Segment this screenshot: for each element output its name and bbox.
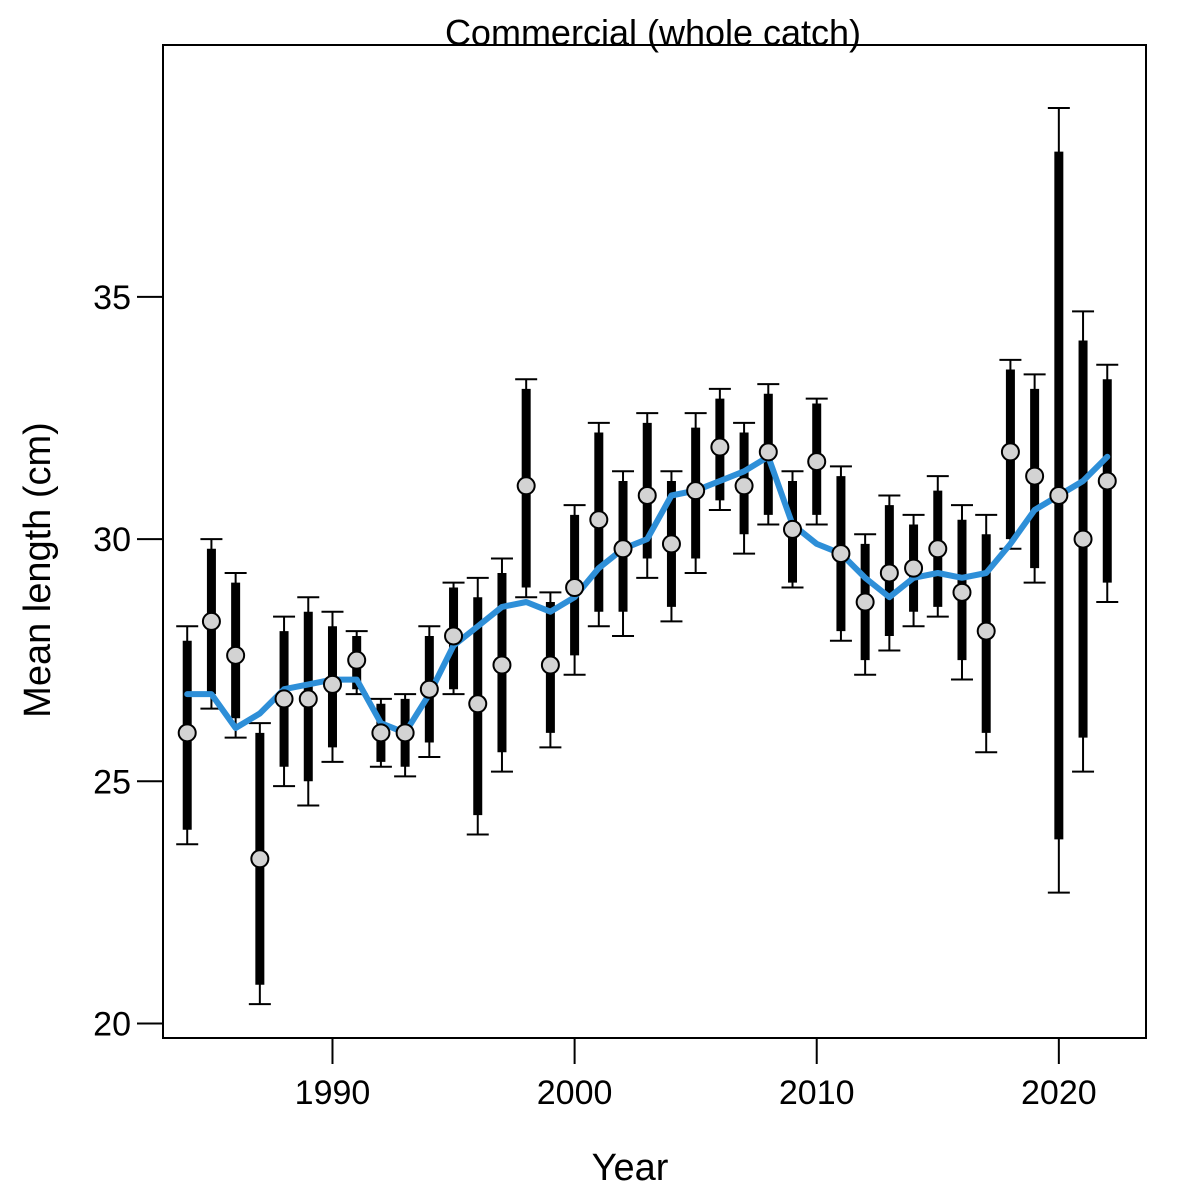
data-point-1995 [444, 626, 464, 646]
y-tick-label-25: 25 [93, 763, 131, 801]
data-point-1988 [274, 689, 294, 709]
data-point-1997 [492, 655, 512, 675]
data-point-2008 [758, 442, 778, 462]
data-point-2012 [855, 592, 875, 612]
data-point-2016 [952, 582, 972, 602]
data-point-2014 [904, 558, 924, 578]
data-point-1999 [540, 655, 560, 675]
y-axis-title: Mean length (cm) [17, 422, 59, 718]
data-point-2006 [710, 437, 730, 457]
x-tick-label-2000: 2000 [537, 1074, 613, 1112]
y-tick-label-30: 30 [93, 521, 131, 559]
data-point-2011 [831, 544, 851, 564]
x-axis: 1990 2000 2010 2020 [295, 1038, 1097, 1112]
x-tick-label-2010: 2010 [779, 1074, 855, 1112]
chart-title: Commercial (whole catch) [445, 12, 861, 53]
x-tick-label-2020: 2020 [1021, 1074, 1097, 1112]
data-point-2007 [734, 476, 754, 496]
x-tick-label-1990: 1990 [295, 1074, 371, 1112]
data-point-2015 [928, 539, 948, 559]
data-point-2013 [879, 563, 899, 583]
y-axis: 20 25 30 35 [93, 279, 163, 1043]
y-tick-label-35: 35 [93, 279, 131, 317]
plot-frame [162, 44, 1147, 1039]
data-point-1992 [371, 723, 391, 743]
data-point-1990 [322, 674, 342, 694]
data-point-2022 [1097, 471, 1117, 491]
data-point-1985 [201, 611, 221, 631]
data-point-2003 [637, 485, 657, 505]
data-point-2021 [1073, 529, 1093, 549]
data-point-1984 [177, 723, 197, 743]
data-point-2017 [976, 621, 996, 641]
y-tick-label-20: 20 [93, 1005, 131, 1043]
data-point-2020 [1049, 485, 1069, 505]
data-point-1987 [250, 849, 270, 869]
data-point-1993 [395, 723, 415, 743]
data-point-2004 [661, 534, 681, 554]
data-point-1994 [419, 679, 439, 699]
data-point-1986 [226, 645, 246, 665]
x-axis-title: Year [592, 1147, 669, 1189]
confidence-intervals [176, 106, 1119, 1006]
data-point-1991 [347, 650, 367, 670]
data-point-1989 [298, 689, 318, 709]
data-point-2001 [589, 510, 609, 530]
data-point-2010 [807, 452, 827, 472]
data-point-2019 [1025, 466, 1045, 486]
data-points [177, 437, 1117, 869]
data-point-1998 [516, 476, 536, 496]
data-point-2018 [1000, 442, 1020, 462]
data-point-2005 [686, 481, 706, 501]
data-point-2002 [613, 539, 633, 559]
data-point-2009 [783, 519, 803, 539]
data-point-2000 [565, 578, 585, 598]
data-point-1996 [468, 694, 488, 714]
